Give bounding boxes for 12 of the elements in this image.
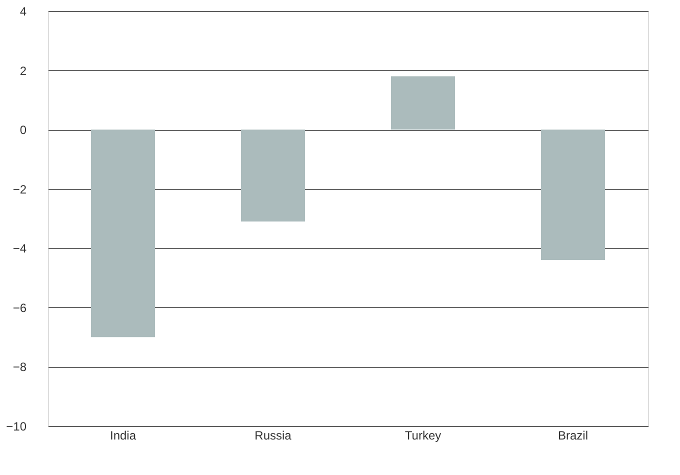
x-tick-label: Brazil	[558, 428, 588, 442]
y-tick-label: −6	[12, 300, 27, 315]
y-tick-label: 0	[20, 123, 27, 138]
x-tick-label: India	[110, 428, 136, 442]
y-tick-label: 4	[20, 4, 27, 18]
y-tick-label: 2	[20, 64, 27, 78]
x-tick-label: Turkey	[404, 428, 442, 442]
y-tick-label: −2	[12, 182, 27, 196]
y-tick-label: −8	[12, 360, 27, 374]
y-tick-label: −4	[12, 242, 27, 256]
x-tick-label: Russia	[254, 428, 292, 442]
y-tick-label: −10	[6, 420, 27, 434]
